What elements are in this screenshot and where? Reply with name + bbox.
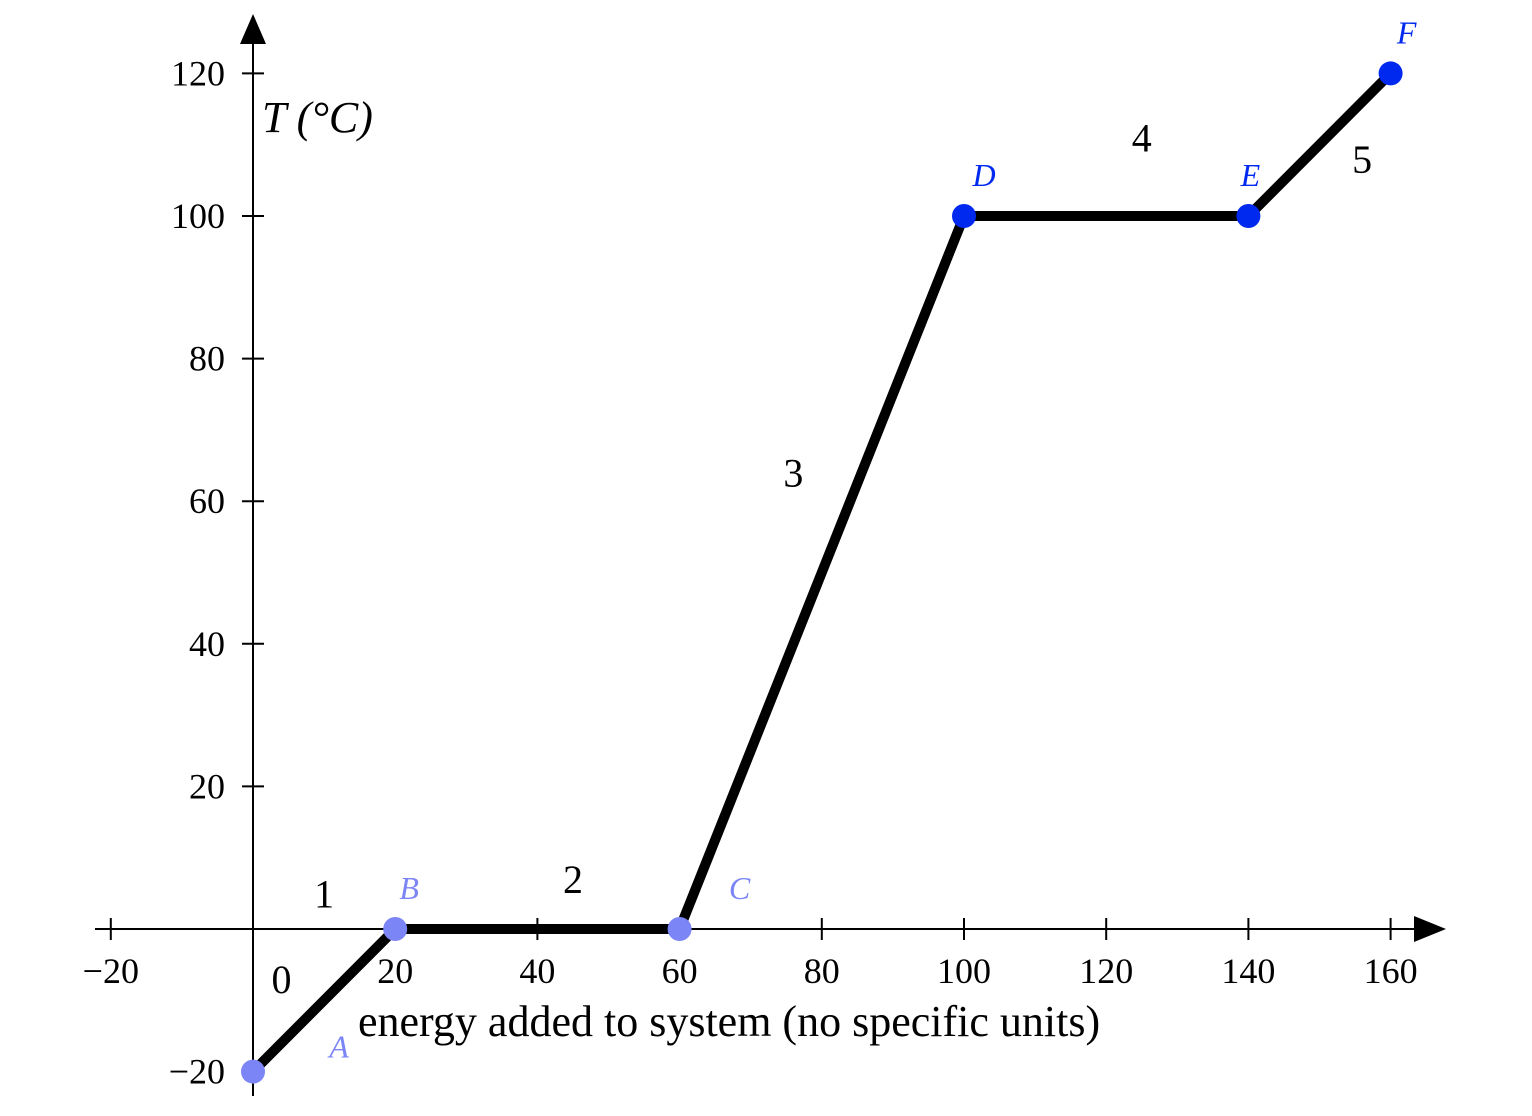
point-label-a: A bbox=[327, 1029, 349, 1065]
x-tick-label: 140 bbox=[1221, 951, 1275, 991]
segment-label-3: 3 bbox=[783, 451, 803, 496]
x-tick-label: 100 bbox=[937, 951, 991, 991]
segment-label-1: 1 bbox=[314, 871, 334, 916]
y-axis-arrow-icon bbox=[240, 14, 266, 44]
point-label-d: D bbox=[971, 157, 995, 193]
y-tick-label: 100 bbox=[171, 196, 225, 236]
segment-label-0: 0 bbox=[271, 957, 291, 1002]
x-tick-label: 120 bbox=[1079, 951, 1133, 991]
y-tick-label: 80 bbox=[189, 339, 225, 379]
point-a bbox=[241, 1059, 265, 1084]
segment-label-2: 2 bbox=[563, 857, 583, 902]
x-tick-label: 160 bbox=[1364, 951, 1418, 991]
x-tick-label: 80 bbox=[804, 951, 840, 991]
y-tick-label: 40 bbox=[189, 624, 225, 664]
point-c bbox=[667, 917, 692, 941]
x-tick-label: 60 bbox=[662, 951, 698, 991]
data-line bbox=[249, 69, 1395, 1076]
y-tick-label: 60 bbox=[189, 481, 225, 521]
point-label-f: F bbox=[1396, 14, 1417, 50]
point-label-c: C bbox=[729, 870, 751, 906]
segment-label-5: 5 bbox=[1352, 137, 1372, 182]
y-axis-title: T (°C) bbox=[262, 93, 373, 142]
y-tick-label: 20 bbox=[189, 766, 225, 806]
labels: 01 2 3 4 5 bbox=[271, 116, 1372, 1002]
point-label-e: E bbox=[1240, 157, 1261, 193]
point-label-b: B bbox=[399, 870, 419, 906]
x-axis-title: energy added to system (no specific unit… bbox=[358, 997, 1100, 1046]
x-tick-label: 20 bbox=[377, 951, 413, 991]
point-b bbox=[383, 917, 408, 941]
x-tick-label: 40 bbox=[519, 951, 555, 991]
point-e bbox=[1236, 204, 1261, 228]
point-d bbox=[952, 204, 976, 228]
heating-curve-line bbox=[249, 69, 1395, 1076]
point-f bbox=[1378, 61, 1403, 86]
x-axis-arrow-icon bbox=[1414, 916, 1446, 942]
y-tick-label: 120 bbox=[171, 53, 225, 93]
segment-label-4: 4 bbox=[1132, 116, 1152, 161]
x-tick-label: −20 bbox=[83, 951, 139, 991]
y-tick-label: −20 bbox=[169, 1052, 225, 1092]
data-points: A B C D E F bbox=[241, 14, 1417, 1084]
